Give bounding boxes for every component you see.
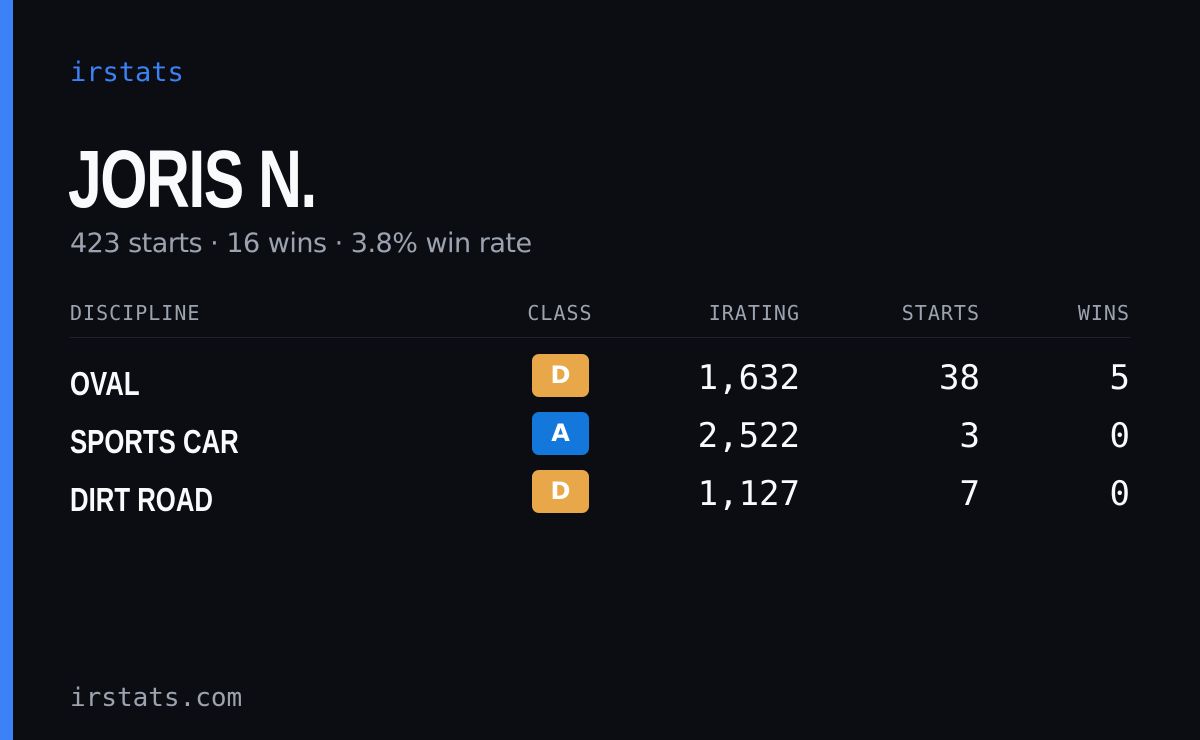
header-starts: STARTS <box>901 301 980 325</box>
row-starts: 3 <box>959 416 980 456</box>
class-badge: D <box>532 354 589 397</box>
row-starts: 38 <box>939 358 980 398</box>
row-discipline: DIRT ROAD <box>70 481 213 518</box>
table-row: OVAL D 1,632 38 5 <box>0 354 1200 412</box>
table-row: SPORTS CAR A 2,522 3 0 <box>0 412 1200 470</box>
header-discipline: DISCIPLINE <box>70 301 201 325</box>
row-wins: 0 <box>1109 416 1130 456</box>
row-discipline: OVAL <box>70 365 140 402</box>
header-irating: IRATING <box>708 301 800 325</box>
brand-logo: irstats <box>70 57 184 88</box>
class-badge: A <box>532 412 589 455</box>
row-wins: 5 <box>1109 358 1130 398</box>
class-badge: D <box>532 470 589 513</box>
header-class: CLASS <box>527 301 593 325</box>
player-summary: 423 starts · 16 wins · 3.8% win rate <box>70 228 532 259</box>
footer-url: irstats.com <box>70 683 243 713</box>
row-starts: 7 <box>959 474 980 514</box>
player-name: JORIS N. <box>68 134 317 225</box>
row-discipline: SPORTS CAR <box>70 423 239 460</box>
row-irating: 1,127 <box>697 474 800 514</box>
accent-bar <box>0 0 13 740</box>
row-irating: 2,522 <box>697 416 800 456</box>
header-wins: WINS <box>1077 301 1130 325</box>
row-wins: 0 <box>1109 474 1130 514</box>
row-irating: 1,632 <box>697 358 800 398</box>
header-divider <box>70 337 1130 338</box>
table-row: DIRT ROAD D 1,127 7 0 <box>0 470 1200 528</box>
